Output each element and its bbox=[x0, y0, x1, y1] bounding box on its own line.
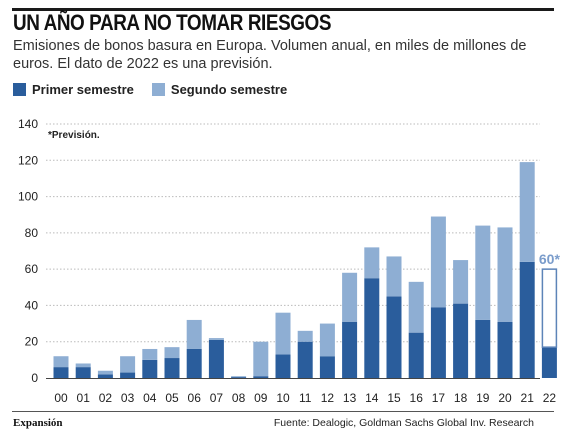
x-tick-label: 15 bbox=[387, 391, 401, 405]
bar-second-semester bbox=[408, 281, 424, 333]
bar-second-semester bbox=[275, 312, 291, 355]
bar-first-semester bbox=[75, 367, 91, 378]
y-tick-label: 120 bbox=[18, 153, 38, 167]
x-tick-label: 09 bbox=[254, 391, 268, 405]
x-tick-label: 16 bbox=[410, 391, 424, 405]
bar-first-semester bbox=[364, 278, 380, 378]
x-tick-label: 19 bbox=[476, 391, 490, 405]
x-tick-label: 11 bbox=[299, 391, 312, 405]
bar-first-semester bbox=[319, 356, 335, 378]
bar-second-semester bbox=[120, 356, 136, 373]
forecast-label: 60* bbox=[539, 251, 561, 267]
y-tick-label: 0 bbox=[31, 371, 38, 385]
bar-first-semester bbox=[519, 261, 535, 378]
bar-first-semester bbox=[541, 347, 557, 378]
x-tick-label: 06 bbox=[188, 391, 202, 405]
x-tick-label: 00 bbox=[54, 391, 68, 405]
bar-first-semester bbox=[208, 339, 224, 378]
x-tick-label: 04 bbox=[143, 391, 157, 405]
bar-chart: 0 20 40 60 80 100 120 140 00 01 02 03 04 05 06 07 08 09 10… bbox=[18, 117, 561, 405]
bar-first-semester bbox=[120, 372, 136, 378]
bar-second-semester bbox=[342, 272, 358, 322]
bar-first-semester bbox=[275, 354, 291, 378]
x-tick-label: 08 bbox=[232, 391, 246, 405]
top-rule bbox=[12, 8, 554, 11]
bar-second-semester bbox=[186, 319, 202, 349]
bar-second-semester bbox=[497, 227, 513, 322]
y-tick-label: 140 bbox=[18, 117, 38, 131]
bar-first-semester bbox=[231, 377, 247, 378]
bar-second-semester bbox=[453, 260, 469, 304]
chart-title: UN AÑO PARA NO TOMAR RIESGOS bbox=[13, 10, 332, 35]
footer-rule bbox=[12, 411, 554, 412]
legend-swatch-second bbox=[151, 82, 165, 96]
bar-first-semester bbox=[386, 296, 402, 378]
bar-second-semester bbox=[75, 363, 91, 368]
bar-second-semester bbox=[142, 348, 158, 360]
bar-first-semester bbox=[297, 341, 313, 378]
chart-subtitle: Emisiones de bonos basura en Europa. Vol… bbox=[13, 38, 527, 72]
x-tick-label: 21 bbox=[521, 391, 535, 405]
bar-second-semester bbox=[231, 376, 247, 378]
bar-first-semester bbox=[164, 358, 180, 378]
bar-first-semester bbox=[342, 321, 358, 378]
legend-item-second: Segundo semestre bbox=[151, 81, 288, 97]
bar-first-semester bbox=[453, 303, 469, 378]
forecast-note: *Previsión. bbox=[48, 130, 100, 141]
x-tick-label: 03 bbox=[121, 391, 135, 405]
source-text: Fuente: Dealogic, Goldman Sachs Global I… bbox=[273, 417, 534, 429]
x-tick-label: 14 bbox=[365, 391, 379, 405]
bar-second-semester bbox=[297, 330, 313, 342]
bar-first-semester bbox=[53, 367, 69, 378]
bar-second-semester bbox=[97, 370, 113, 375]
bar-first-semester bbox=[253, 376, 269, 378]
legend-item-first: Primer semestre bbox=[13, 82, 134, 97]
legend-swatch-first bbox=[13, 82, 26, 96]
bar-first-semester bbox=[430, 307, 446, 378]
x-tick-label: 01 bbox=[77, 391, 91, 405]
x-tick-label: 02 bbox=[99, 391, 113, 405]
bar-second-semester bbox=[319, 323, 335, 357]
bar-first-semester bbox=[497, 321, 513, 378]
legend-label-second: Segundo semestre bbox=[170, 81, 288, 97]
x-tick-label: 18 bbox=[454, 391, 468, 405]
bar-first-semester bbox=[408, 332, 424, 378]
bar-second-semester bbox=[430, 216, 446, 308]
x-tick-label: 22 bbox=[543, 391, 557, 405]
x-tick-label: 17 bbox=[432, 391, 446, 405]
y-tick-label: 100 bbox=[18, 190, 38, 204]
y-tick-label: 60 bbox=[25, 262, 39, 276]
bar-second-semester bbox=[364, 247, 380, 279]
bar-second-semester bbox=[164, 347, 180, 359]
bar-second-semester bbox=[253, 341, 269, 377]
bar-second-semester bbox=[475, 225, 491, 320]
bar-first-semester bbox=[142, 359, 158, 378]
bar-first-semester bbox=[475, 319, 491, 378]
bar-forecast-outline bbox=[541, 268, 558, 348]
y-tick-label: 80 bbox=[25, 226, 39, 240]
x-tick-label: 20 bbox=[498, 391, 512, 405]
x-tick-label: 13 bbox=[343, 391, 357, 405]
x-tick-label: 10 bbox=[276, 391, 290, 405]
y-tick-label: 20 bbox=[25, 335, 39, 349]
x-tick-label: 07 bbox=[210, 391, 224, 405]
x-tick-label: 05 bbox=[165, 391, 179, 405]
bar-second-semester bbox=[53, 356, 69, 368]
bar-second-semester bbox=[519, 162, 535, 262]
bar-second-semester bbox=[208, 338, 224, 340]
bar-first-semester bbox=[97, 374, 113, 378]
bar-second-semester bbox=[386, 256, 402, 297]
bar-first-semester bbox=[186, 348, 202, 378]
legend-label-first: Primer semestre bbox=[32, 81, 134, 97]
brand-logo: Expansión bbox=[13, 417, 63, 429]
legend: Primer semestre Segundo semestre bbox=[13, 80, 305, 98]
y-tick-label: 40 bbox=[25, 298, 39, 312]
x-tick-label: 12 bbox=[321, 391, 335, 405]
